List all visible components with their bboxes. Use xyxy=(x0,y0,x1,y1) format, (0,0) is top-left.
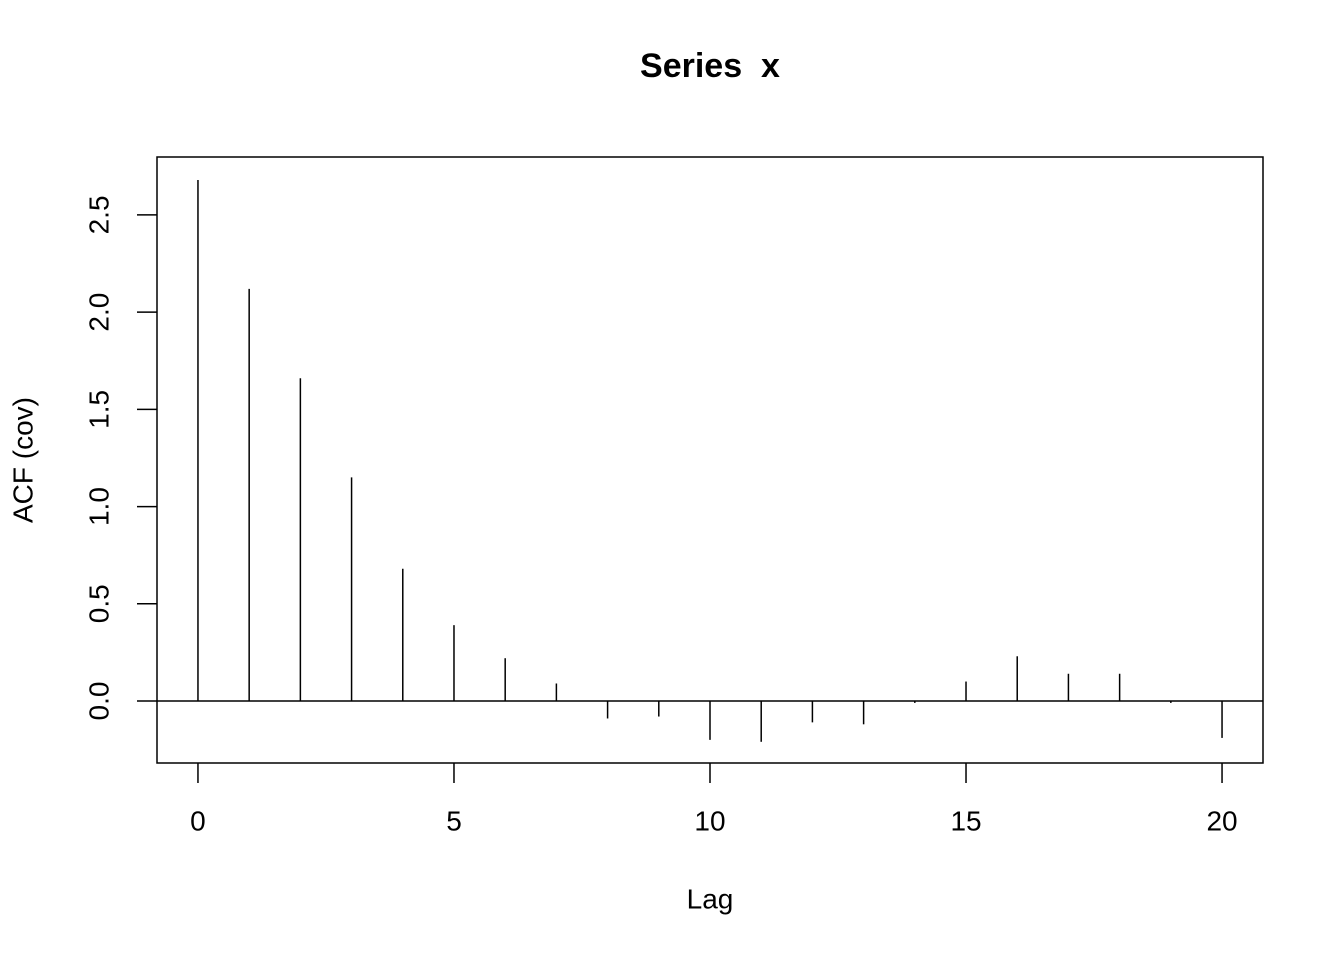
y-tick-label: 0.5 xyxy=(83,584,114,623)
x-tick-label: 0 xyxy=(190,805,206,836)
plot-box xyxy=(156,156,1264,764)
x-tick-label: 5 xyxy=(446,805,462,836)
y-tick-label: 1.0 xyxy=(83,487,114,526)
y-tick-label: 0.0 xyxy=(83,682,114,721)
y-tick-label: 1.5 xyxy=(83,390,114,429)
x-axis-label: Lag xyxy=(687,883,734,914)
x-tick-label: 15 xyxy=(950,805,981,836)
chart-title: Series x xyxy=(640,47,780,85)
y-tick-label: 2.0 xyxy=(83,293,114,332)
y-axis-label: ACF (cov) xyxy=(7,397,38,523)
x-tick-label: 20 xyxy=(1206,805,1237,836)
x-tick-label: 10 xyxy=(694,805,725,836)
y-tick-label: 2.5 xyxy=(83,195,114,234)
